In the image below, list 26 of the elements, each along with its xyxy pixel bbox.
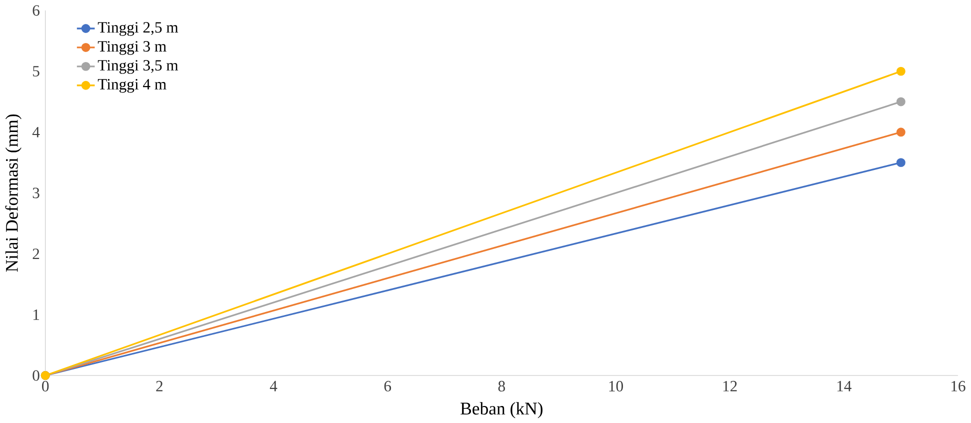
legend-label: Tinggi 4 m xyxy=(98,78,166,93)
point xyxy=(896,127,906,136)
y-tick-label: 6 xyxy=(32,5,40,16)
point xyxy=(896,66,906,76)
y-tick-label: 1 xyxy=(33,309,40,320)
x-tick-label: 0 xyxy=(42,380,49,392)
y-tick-label: 2 xyxy=(32,248,40,259)
x-tick-label: 10 xyxy=(609,380,623,392)
point xyxy=(896,158,906,167)
x-tick-label: 4 xyxy=(270,380,278,392)
y-axis-title: Nilai Deformasi (mm) xyxy=(5,114,22,272)
y-tick-label: 5 xyxy=(33,66,40,76)
y-tick-label: 4 xyxy=(32,126,40,138)
legend-label: Tinggi 3 m xyxy=(98,40,166,55)
y-tick-label: 0 xyxy=(32,370,40,381)
legend-label: Tinggi 2,5 m xyxy=(98,22,178,36)
x-tick-label: 12 xyxy=(723,380,737,392)
x-axis-title: Beban (kN) xyxy=(460,402,542,418)
y-tick-label: 3 xyxy=(32,188,40,198)
x-tick-label: 16 xyxy=(952,380,966,392)
x-tick-label: 8 xyxy=(498,380,505,392)
point xyxy=(896,97,906,106)
x-tick-label: 6 xyxy=(384,380,392,392)
x-tick-label: 2 xyxy=(156,380,162,392)
legend-label: Tinggi 3,5 m xyxy=(98,60,178,74)
x-tick-label: 14 xyxy=(837,380,852,392)
